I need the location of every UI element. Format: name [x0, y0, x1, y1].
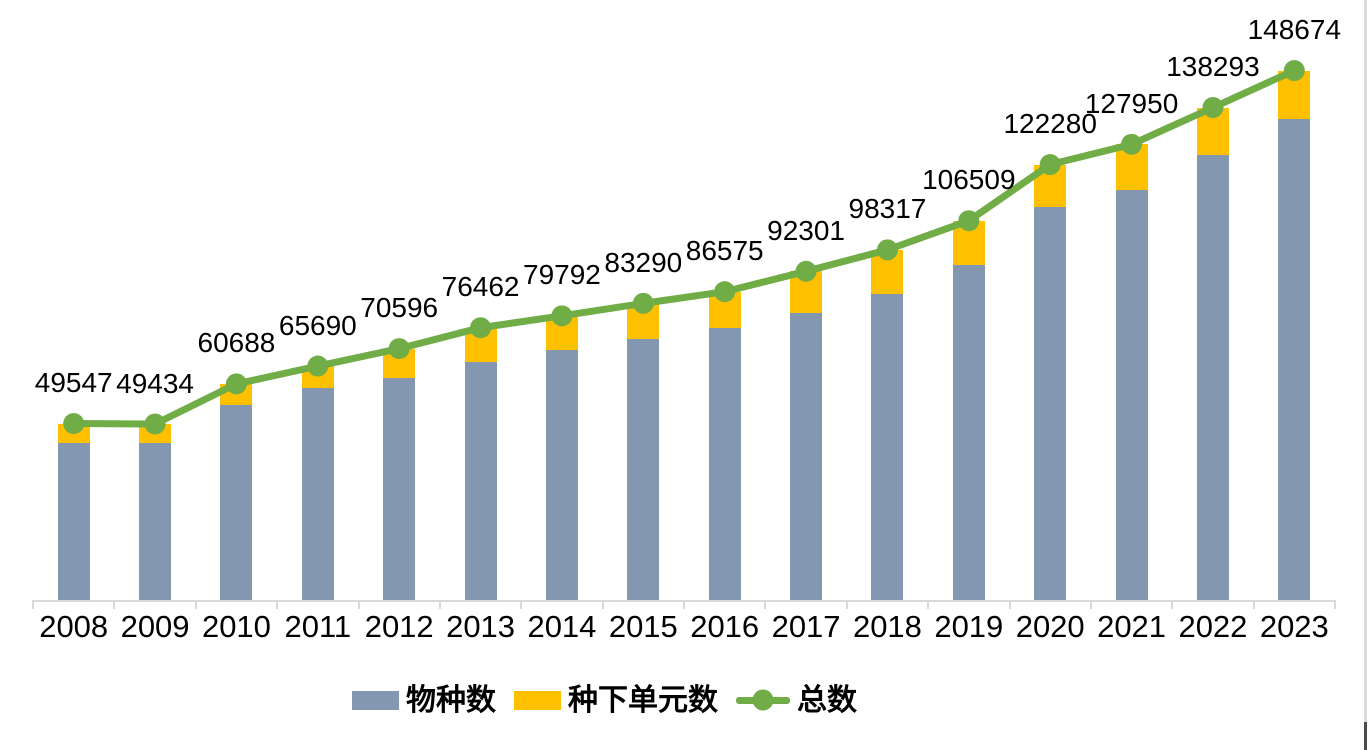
x-axis-label: 2015: [608, 609, 678, 644]
bar-segment-infraspecific: [790, 271, 823, 313]
data-label-total: 92301: [767, 214, 845, 246]
x-axis-label: 2016: [690, 609, 760, 644]
x-axis-label: 2014: [527, 609, 597, 644]
x-axis-tick: [194, 599, 197, 609]
x-axis-tick: [113, 599, 116, 609]
bar-segment-species: [790, 312, 823, 600]
bar-segment-infraspecific: [464, 327, 497, 363]
legend-line-marker-icon: [736, 689, 790, 711]
legend-label-infraspecific: 种下单元数: [568, 683, 718, 717]
x-axis-label: 2020: [1015, 609, 1085, 644]
data-label-total: 65690: [278, 309, 357, 341]
bar-segment-infraspecific: [383, 348, 416, 378]
data-label-total: 76462: [441, 271, 520, 303]
x-axis-label: 2018: [852, 609, 922, 644]
data-label-total: 127950: [1084, 87, 1179, 119]
bar-segment-infraspecific: [139, 423, 172, 443]
x-axis-tick: [1252, 599, 1255, 609]
legend-item-species: 物种数: [352, 684, 496, 717]
x-axis-tick: [845, 599, 848, 609]
x-axis-tick: [1089, 599, 1092, 609]
bar-segment-species: [871, 294, 904, 600]
bar-segment-species: [627, 338, 660, 600]
bar-segment-infraspecific: [1115, 144, 1148, 191]
bar-segment-infraspecific: [57, 423, 90, 443]
data-label-total: 70596: [360, 292, 439, 324]
data-label-total: 49547: [34, 367, 113, 399]
x-axis-tick: [1334, 599, 1336, 609]
legend-label-species: 物种数: [406, 683, 496, 717]
bar-segment-infraspecific: [871, 249, 904, 295]
bar-segment-species: [301, 388, 334, 600]
x-axis-label: 2011: [284, 609, 352, 644]
x-axis-tick: [32, 599, 34, 609]
x-axis-label: 2022: [1178, 609, 1248, 644]
x-axis-tick: [520, 599, 523, 609]
data-label-total: 138293: [1166, 51, 1260, 83]
bar-segment-infraspecific: [301, 366, 334, 389]
bar-segment-species: [1115, 190, 1148, 600]
x-axis-tick: [683, 599, 685, 609]
x-axis-label: 2008: [39, 609, 109, 644]
x-axis-tick: [927, 599, 930, 609]
x-axis-label: 2017: [771, 609, 841, 644]
bar-segment-infraspecific: [952, 220, 985, 265]
legend-label-total: 总数: [797, 683, 857, 717]
x-axis-tick: [1008, 599, 1011, 609]
x-axis-label: 2012: [364, 609, 434, 644]
bar-segment-infraspecific: [627, 303, 660, 339]
data-label-total: 122280: [1003, 108, 1097, 140]
x-axis-tick: [601, 599, 604, 609]
data-label-total: 83290: [604, 247, 683, 278]
data-label-total: 106509: [922, 164, 1016, 196]
bar-segment-species: [1278, 119, 1311, 600]
x-axis-label: 2019: [934, 609, 1004, 644]
x-axis-label: 2009: [120, 609, 190, 644]
bar-segment-species: [139, 442, 172, 600]
bar-segment-species: [1034, 207, 1067, 600]
x-axis-tick: [276, 599, 279, 609]
x-axis-label: 2023: [1259, 609, 1329, 644]
bar-segment-infraspecific: [220, 383, 253, 405]
legend-swatch-infraspecific-icon: [514, 690, 561, 710]
data-label-total: 98317: [848, 193, 927, 225]
data-label-total: 148674: [1247, 14, 1342, 46]
bar-segment-species: [1196, 154, 1229, 600]
bar-segment-infraspecific: [1196, 107, 1229, 155]
x-axis-tick: [438, 599, 441, 609]
bar-segment-infraspecific: [708, 291, 741, 328]
x-axis-tick: [1171, 599, 1174, 609]
legend-swatch-species-icon: [352, 690, 399, 710]
total-line: [70, 67, 1298, 428]
bar-segment-species: [220, 404, 253, 600]
bar-segment-species: [383, 377, 416, 600]
bar-segment-species: [545, 349, 578, 600]
legend-item-infraspecific: 种下单元数: [514, 684, 718, 717]
data-label-total: 60688: [197, 327, 276, 359]
right-edge-border: [1364, 0, 1367, 722]
data-label-total: 86575: [685, 235, 764, 267]
x-axis-label: 2010: [201, 609, 271, 644]
x-axis-tick: [357, 599, 360, 609]
bar-segment-infraspecific: [1278, 70, 1311, 120]
bar-segment-species: [57, 442, 90, 600]
legend-item-total: 总数: [736, 684, 857, 717]
legend-line-dot-icon: [752, 689, 774, 711]
bar-segment-species: [708, 327, 741, 600]
bar-segment-infraspecific: [1034, 164, 1067, 208]
bar-segment-species: [464, 362, 497, 600]
data-label-total: 49434: [116, 367, 194, 399]
x-axis-label: 2013: [446, 609, 516, 644]
x-axis-tick: [764, 599, 767, 609]
x-axis-label: 2021: [1097, 609, 1167, 644]
legend: 物种数 种下单元数 总数: [352, 682, 857, 718]
data-label-total: 79792: [523, 259, 601, 291]
scrollbar-thumb[interactable]: [1364, 722, 1367, 750]
bar-segment-species: [952, 264, 985, 600]
bar-segment-infraspecific: [545, 315, 578, 350]
